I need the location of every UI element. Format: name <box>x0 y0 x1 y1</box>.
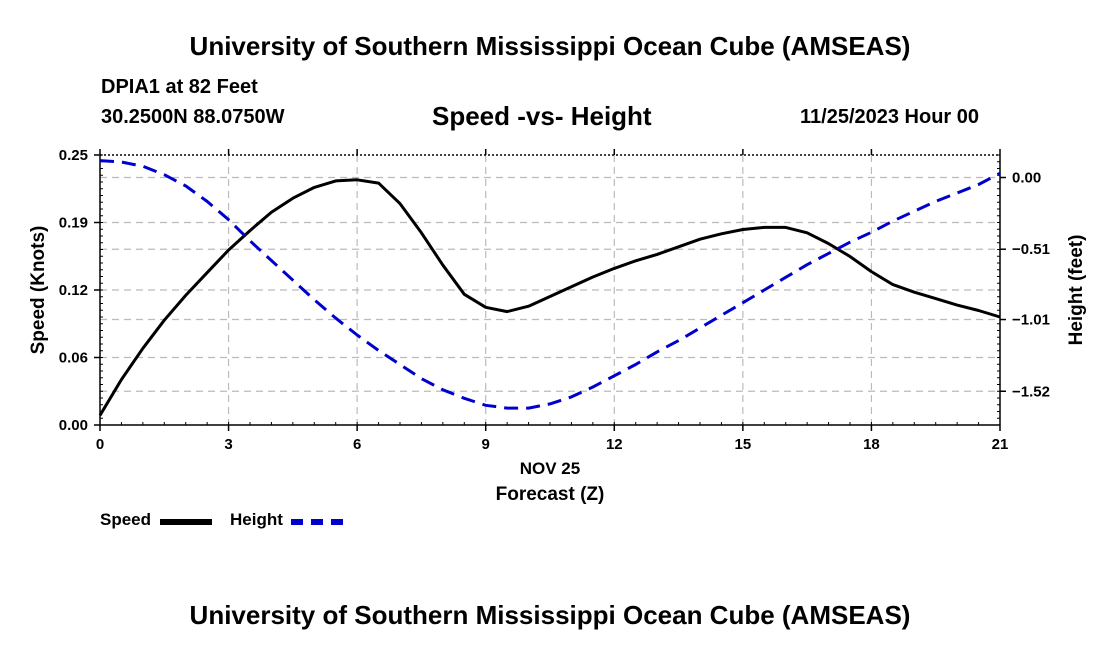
y-tick-label: 0.25 <box>59 147 88 164</box>
chart-title: Speed -vs- Height <box>432 101 652 131</box>
forecast-datetime: 11/25/2023 Hour 00 <box>800 106 980 128</box>
x-tick-label: 15 <box>735 436 752 453</box>
x-tick-label: 12 <box>606 436 623 453</box>
legend-speed-swatch <box>160 519 212 525</box>
y2-tick-label: −1.52 <box>1012 383 1050 400</box>
x-tick-label: 0 <box>96 436 104 453</box>
x-tick-label: 18 <box>863 436 880 453</box>
x-tick-label: 9 <box>482 436 490 453</box>
x-axis-date-label: NOV 25 <box>520 459 580 478</box>
station-coordinates: 30.2500N 88.0750W <box>101 106 285 128</box>
page-title: University of Southern Mississippi Ocean… <box>189 31 911 61</box>
x-tick-label: 3 <box>224 436 232 453</box>
legend-height-swatch <box>291 519 343 525</box>
legend-speed-label: Speed <box>100 510 152 529</box>
y-tick-label: 0.12 <box>59 282 88 299</box>
legend-height-label: Height <box>230 510 283 529</box>
y-tick-label: 0.00 <box>59 417 88 434</box>
series-line-height <box>99 159 1001 410</box>
y-tick-label: 0.19 <box>59 215 88 232</box>
station-label: DPIA1 at 82 Feet <box>101 76 258 98</box>
y-tick-label: 0.06 <box>59 350 88 367</box>
y-axis-label: Speed (Knots) <box>28 226 49 355</box>
x-tick-label: 6 <box>353 436 361 453</box>
x-tick-label: 21 <box>992 436 1009 453</box>
y2-tick-label: −1.01 <box>1012 312 1050 329</box>
y2-axis-label: Height (feet) <box>1066 235 1087 346</box>
y2-tick-label: 0.00 <box>1012 170 1041 187</box>
y2-tick-label: −0.51 <box>1012 241 1050 258</box>
footer-title: University of Southern Mississippi Ocean… <box>189 600 911 630</box>
series-line-speed <box>98 178 1001 417</box>
x-axis-label: Forecast (Z) <box>496 484 605 505</box>
